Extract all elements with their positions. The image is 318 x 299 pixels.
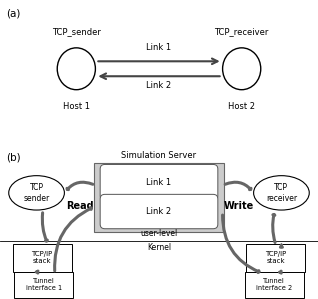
FancyBboxPatch shape (100, 164, 218, 200)
FancyArrowPatch shape (225, 182, 251, 190)
Text: Link 1: Link 1 (146, 43, 172, 52)
Text: TCP_sender: TCP_sender (52, 27, 101, 36)
FancyBboxPatch shape (13, 244, 72, 272)
FancyBboxPatch shape (94, 163, 224, 232)
Ellipse shape (9, 176, 64, 210)
Text: Kernel: Kernel (147, 243, 171, 252)
FancyBboxPatch shape (100, 194, 218, 229)
Text: TCP_receiver: TCP_receiver (215, 27, 269, 36)
FancyBboxPatch shape (14, 272, 73, 298)
Text: TCP/IP
stack: TCP/IP stack (31, 251, 53, 264)
Text: TCP
receiver: TCP receiver (266, 183, 297, 202)
Text: Read: Read (66, 201, 94, 211)
FancyArrowPatch shape (42, 213, 47, 241)
Text: Tunnel
interface 2: Tunnel interface 2 (256, 278, 292, 291)
Text: (a): (a) (6, 9, 21, 19)
Text: Tunnel
interface 1: Tunnel interface 1 (26, 278, 62, 291)
Text: (b): (b) (6, 152, 21, 162)
Ellipse shape (254, 176, 309, 210)
Text: Host 1: Host 1 (63, 102, 90, 111)
Text: Link 2: Link 2 (146, 207, 172, 216)
FancyArrowPatch shape (273, 214, 275, 242)
Text: Link 2: Link 2 (146, 81, 172, 90)
FancyArrowPatch shape (280, 271, 281, 273)
FancyBboxPatch shape (246, 244, 305, 272)
Text: TCP
sender: TCP sender (24, 183, 50, 202)
FancyArrowPatch shape (55, 208, 91, 271)
FancyArrowPatch shape (67, 182, 93, 190)
Text: user-level: user-level (140, 229, 178, 238)
Text: Link 1: Link 1 (146, 178, 172, 187)
Text: Simulation Server: Simulation Server (121, 151, 197, 160)
Text: Host 2: Host 2 (228, 102, 255, 111)
FancyArrowPatch shape (223, 215, 259, 272)
FancyBboxPatch shape (245, 272, 304, 298)
FancyArrowPatch shape (280, 245, 282, 247)
Text: Write: Write (224, 201, 254, 211)
FancyArrowPatch shape (36, 271, 38, 273)
Text: TCP/IP
stack: TCP/IP stack (265, 251, 287, 264)
